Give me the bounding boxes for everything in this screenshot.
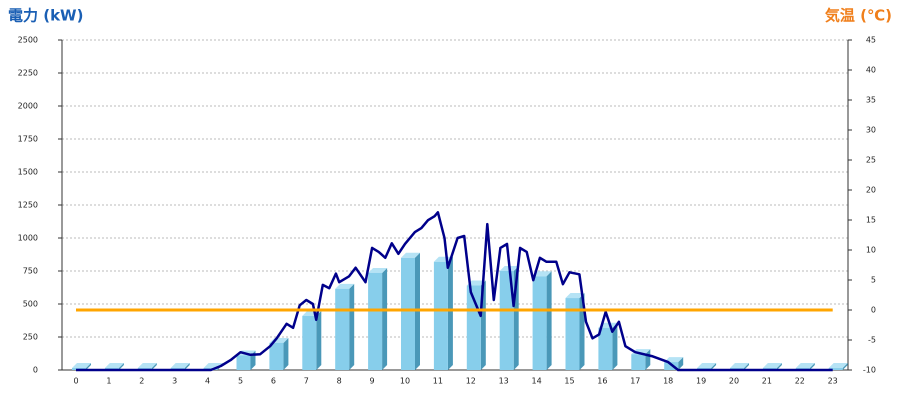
y-tick-label: 2500 xyxy=(18,36,38,45)
y2-tick-label: 45 xyxy=(866,36,876,45)
x-tick-label: 22 xyxy=(795,377,805,386)
y2-tick-label: 5 xyxy=(871,276,876,285)
bar-top xyxy=(828,363,848,369)
x-tick-label: 8 xyxy=(337,377,342,386)
bar-top xyxy=(72,363,91,369)
line xyxy=(76,211,833,372)
x-tick-label: 21 xyxy=(762,377,772,386)
bar-side xyxy=(382,267,388,370)
y2-tick-label: 15 xyxy=(866,216,876,225)
y2-tick-label: 20 xyxy=(866,186,876,195)
bar-side xyxy=(316,310,322,370)
y2-tick-label: 0 xyxy=(871,306,876,315)
y-tick-label: 1250 xyxy=(18,201,38,210)
y-tick-label: 1000 xyxy=(18,234,38,243)
y2-tick-label: 30 xyxy=(866,126,876,135)
x-tick-label: 4 xyxy=(205,377,210,386)
y-tick-label: 1500 xyxy=(18,168,38,177)
x-tick-label: 5 xyxy=(238,377,243,386)
x-tick-label: 14 xyxy=(532,377,542,386)
bar-side xyxy=(283,337,289,370)
y-tick-label: 750 xyxy=(23,267,38,276)
y2-tick-label: 35 xyxy=(866,96,876,105)
bar xyxy=(302,315,317,370)
x-tick-label: 18 xyxy=(663,377,673,386)
x-tick-label: 2 xyxy=(139,377,144,386)
bar-top xyxy=(664,357,684,363)
bar-side xyxy=(776,363,782,370)
bar-top xyxy=(170,363,190,369)
bar-side xyxy=(546,271,552,370)
bar-side xyxy=(118,363,124,370)
bar xyxy=(368,272,383,370)
x-tick-label: 10 xyxy=(400,377,410,386)
bar-side xyxy=(678,357,684,370)
bar-side xyxy=(184,363,190,370)
bar-top xyxy=(466,280,486,286)
bar-top xyxy=(401,252,420,258)
bar-top xyxy=(368,267,388,273)
bar-top xyxy=(795,363,815,369)
x-tick-label: 12 xyxy=(466,377,476,386)
y-tick-label: 250 xyxy=(23,333,38,342)
x-tick-label: 6 xyxy=(271,377,276,386)
bar-top xyxy=(730,363,749,369)
x-tick-label: 17 xyxy=(630,377,640,386)
bar-top xyxy=(532,271,552,277)
y-tick-label: 500 xyxy=(23,300,38,309)
x-tick-label: 16 xyxy=(597,377,607,386)
bar-side xyxy=(151,363,157,370)
x-tick-label: 9 xyxy=(370,377,375,386)
bar xyxy=(598,327,613,370)
x-tick-label: 7 xyxy=(304,377,309,386)
bar-side xyxy=(612,322,618,370)
bar-side xyxy=(447,256,453,370)
bar xyxy=(631,354,646,370)
bar xyxy=(828,368,843,370)
x-tick-label: 1 xyxy=(106,377,111,386)
bar xyxy=(565,298,580,370)
x-tick-label: 19 xyxy=(696,377,706,386)
bar xyxy=(433,261,448,370)
bar xyxy=(236,355,251,370)
bar xyxy=(401,257,415,370)
y2-tick-label: 25 xyxy=(866,156,876,165)
y2-tick-label: 40 xyxy=(866,66,876,75)
bar-side xyxy=(349,283,355,370)
bar-top xyxy=(762,363,782,369)
y2-tick-label: 10 xyxy=(866,246,876,255)
y-tick-label: 1750 xyxy=(18,135,38,144)
bar-top xyxy=(697,363,717,369)
y-tick-label: 0 xyxy=(33,366,38,375)
bar-side xyxy=(711,363,717,370)
y-tick-label: 2000 xyxy=(18,102,38,111)
x-tick-label: 23 xyxy=(828,377,838,386)
bar-side xyxy=(86,363,91,370)
bar-top xyxy=(565,293,585,299)
bar xyxy=(532,276,547,370)
x-tick-label: 0 xyxy=(73,377,78,386)
y2-tick-label: -5 xyxy=(868,336,876,345)
bar-top xyxy=(335,283,355,289)
bar xyxy=(269,342,284,370)
bar-top xyxy=(137,363,157,369)
x-tick-label: 11 xyxy=(433,377,443,386)
y-tick-label: 2250 xyxy=(18,69,38,78)
y2-tick-label: -10 xyxy=(863,366,876,375)
y2-axis-title: 気温 (℃) xyxy=(825,7,892,25)
bar-side xyxy=(842,363,848,370)
y-axis-title: 電力 (kW) xyxy=(8,7,83,25)
x-tick-label: 13 xyxy=(499,377,509,386)
bar xyxy=(499,271,514,370)
x-tick-label: 3 xyxy=(172,377,177,386)
bar-top xyxy=(104,363,124,369)
bar xyxy=(335,288,350,370)
bar-side xyxy=(809,363,815,370)
x-tick-label: 20 xyxy=(729,377,739,386)
bar-side xyxy=(744,363,749,370)
bar-side xyxy=(579,293,585,370)
x-tick-label: 15 xyxy=(564,377,574,386)
